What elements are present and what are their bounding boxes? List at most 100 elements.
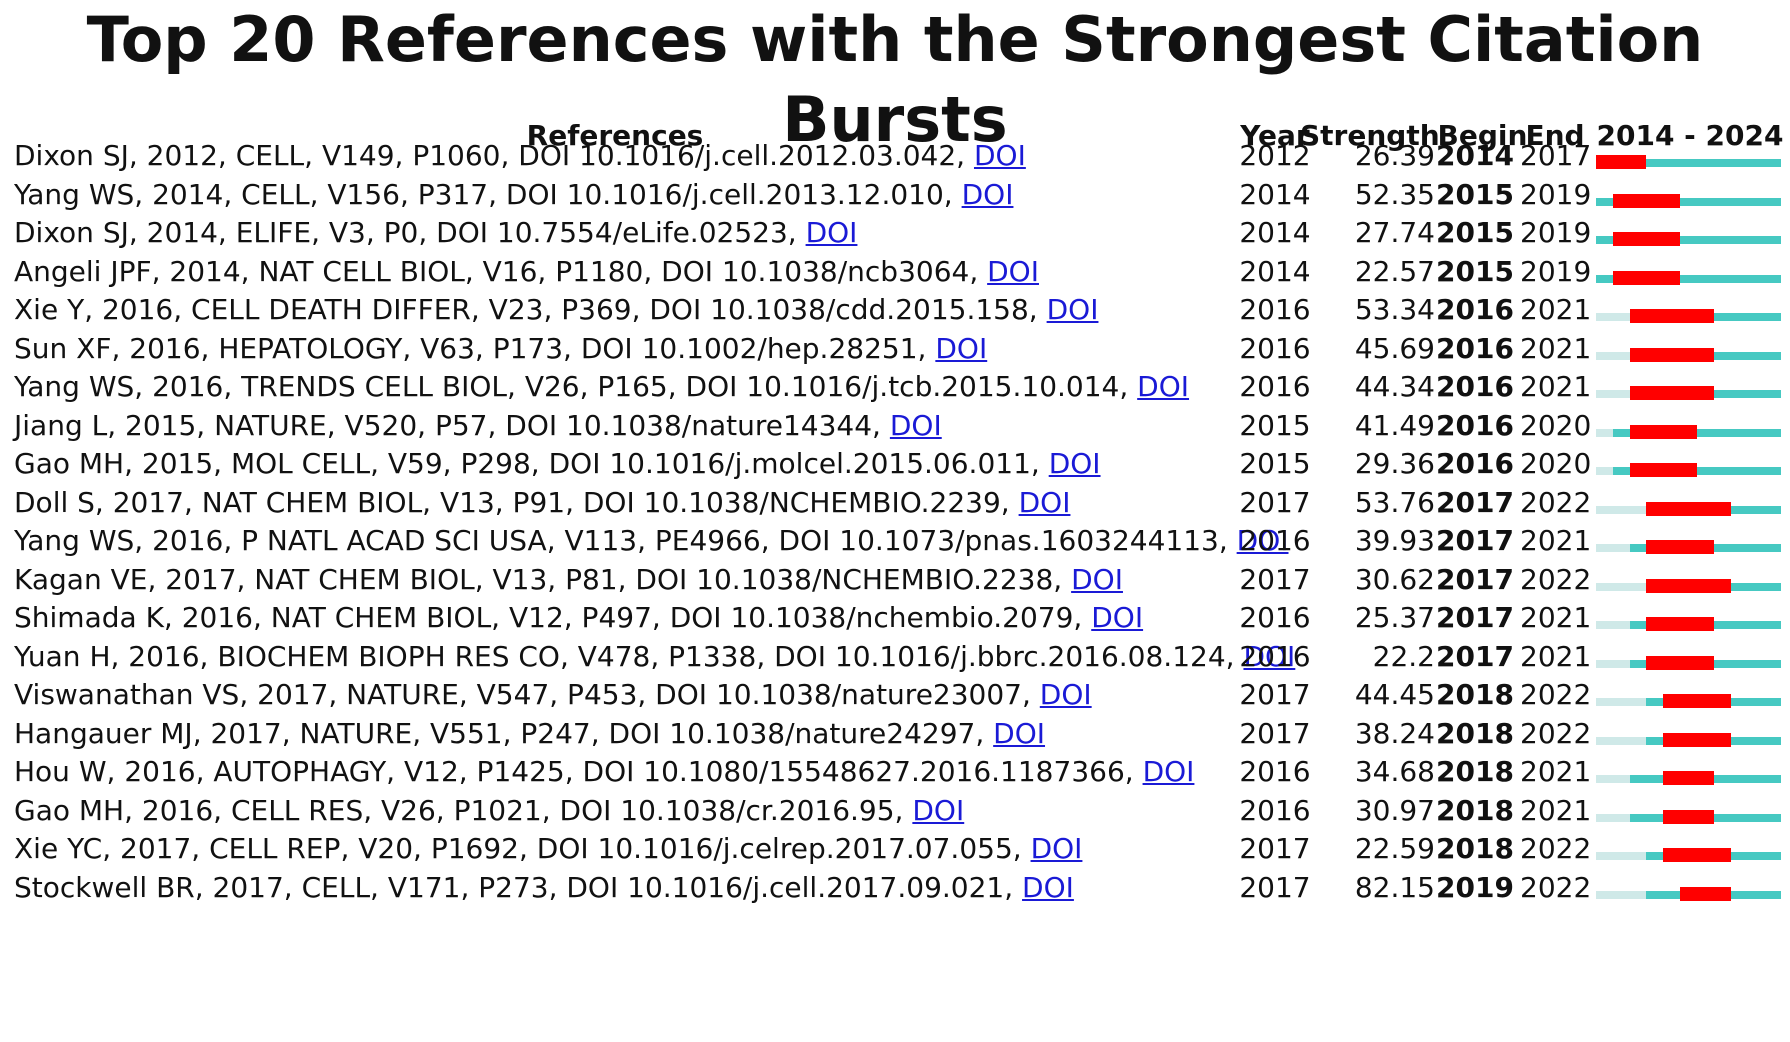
burst-segment — [1612, 232, 1681, 246]
pre-publication-segment — [1596, 313, 1630, 321]
doi-link[interactable]: DOI — [1048, 447, 1101, 480]
doi-link[interactable]: DOI — [1236, 524, 1289, 557]
pre-publication-segment — [1596, 775, 1630, 783]
burst-timeline — [1596, 770, 1781, 788]
doi-link[interactable]: DOI — [1142, 755, 1195, 788]
reference-citation: Jiang L, 2015, NATURE, V520, P57, DOI 10… — [14, 408, 890, 442]
end-cell: 2022 — [1520, 716, 1592, 750]
doi-link[interactable]: DOI — [1039, 678, 1092, 711]
reference-text: Yang WS, 2016, P NATL ACAD SCI USA, V113… — [14, 519, 1289, 563]
strength-cell: 41.49 — [1354, 408, 1435, 442]
strength-cell: 52.35 — [1354, 177, 1435, 211]
end-cell: 2022 — [1520, 870, 1592, 904]
table-row: Yang WS, 2016, TRENDS CELL BIOL, V26, P1… — [0, 365, 1790, 409]
doi-link[interactable]: DOI — [961, 177, 1014, 211]
year-cell: 2017 — [1239, 678, 1311, 711]
burst-segment — [1663, 694, 1731, 708]
reference-citation: Angeli JPF, 2014, NAT CELL BIOL, V16, P1… — [14, 254, 988, 288]
begin-cell: 2016 — [1436, 293, 1514, 326]
year-cell: 2016 — [1239, 370, 1311, 403]
doi-link[interactable]: DOI — [805, 216, 858, 249]
doi-link[interactable]: DOI — [987, 254, 1039, 288]
pre-publication-segment — [1596, 582, 1647, 591]
doi-link[interactable]: DOI — [889, 408, 942, 442]
end-cell: 2022 — [1520, 678, 1592, 711]
reference-text: Gao MH, 2015, MOL CELL, V59, P298, DOI 1… — [14, 442, 1101, 486]
chart-title: Top 20 References with the Strongest Cit… — [86, 3, 1704, 156]
year-cell: 2015 — [1239, 408, 1311, 442]
doi-link[interactable]: DOI — [1243, 639, 1296, 673]
strength-cell: 44.34 — [1354, 370, 1435, 403]
reference-citation: Dixon SJ, 2012, CELL, V149, P1060, DOI 1… — [14, 139, 974, 172]
reference-citation: Viswanathan VS, 2017, NATURE, V547, P453… — [14, 678, 1040, 711]
reference-citation: Xie Y, 2016, CELL DEATH DIFFER, V23, P36… — [14, 293, 1047, 326]
end-cell: 2022 — [1520, 562, 1592, 596]
burst-segment — [1629, 309, 1714, 323]
strength-cell: 30.97 — [1354, 793, 1435, 827]
table-row: Viswanathan VS, 2017, NATURE, V547, P453… — [0, 673, 1790, 717]
begin-cell: 2017 — [1436, 562, 1514, 596]
burst-timeline — [1596, 385, 1781, 403]
doi-link[interactable]: DOI — [935, 331, 988, 365]
doi-link[interactable]: DOI — [1030, 832, 1083, 865]
end-cell: 2021 — [1520, 793, 1592, 827]
end-cell: 2022 — [1520, 485, 1592, 519]
active-segment — [1612, 428, 1781, 437]
reference-text: Yang WS, 2014, CELL, V156, P317, DOI 10.… — [14, 173, 1013, 217]
burst-segment — [1646, 617, 1714, 631]
active-segment — [1596, 197, 1781, 206]
reference-text: Hou W, 2016, AUTOPHAGY, V12, P1425, DOI … — [14, 750, 1194, 794]
active-segment — [1612, 467, 1781, 475]
table-row: Sun XF, 2016, HEPATOLOGY, V63, P173, DOI… — [0, 327, 1790, 371]
burst-segment — [1629, 347, 1714, 362]
reference-citation: Kagan VE, 2017, NAT CHEM BIOL, V13, P81,… — [14, 562, 1072, 596]
strength-cell: 22.2 — [1372, 639, 1435, 673]
end-cell: 2019 — [1520, 254, 1592, 288]
active-segment — [1596, 236, 1781, 244]
year-cell: 2016 — [1239, 601, 1311, 634]
doi-link[interactable]: DOI — [1046, 293, 1099, 326]
end-cell: 2021 — [1520, 755, 1592, 788]
begin-cell: 2017 — [1436, 524, 1514, 557]
doi-link[interactable]: DOI — [1091, 601, 1144, 634]
year-cell: 2012 — [1239, 139, 1311, 172]
burst-segment — [1646, 655, 1714, 670]
begin-cell: 2016 — [1436, 370, 1514, 403]
reference-text: Yang WS, 2016, TRENDS CELL BIOL, V26, P1… — [14, 365, 1189, 409]
doi-link[interactable]: DOI — [912, 793, 965, 827]
year-cell: 2017 — [1239, 832, 1311, 865]
table-row: Shimada K, 2016, NAT CHEM BIOL, V12, P49… — [0, 596, 1790, 640]
end-cell: 2021 — [1520, 293, 1592, 326]
doi-link[interactable]: DOI — [993, 716, 1046, 750]
doi-link[interactable]: DOI — [1137, 370, 1190, 403]
reference-citation: Yuan H, 2016, BIOCHEM BIOPH RES CO, V478… — [14, 639, 1244, 673]
table-row: Hangauer MJ, 2017, NATURE, V551, P247, D… — [0, 712, 1790, 756]
burst-timeline — [1596, 424, 1781, 442]
strength-cell: 22.59 — [1354, 832, 1435, 865]
end-cell: 2019 — [1520, 177, 1592, 211]
year-cell: 2014 — [1239, 254, 1311, 288]
header-begin: Begin — [1437, 119, 1528, 152]
end-cell: 2021 — [1520, 524, 1592, 557]
doi-link[interactable]: DOI — [973, 139, 1026, 172]
burst-timeline — [1596, 809, 1781, 827]
year-cell: 2017 — [1239, 485, 1311, 519]
reference-text: Jiang L, 2015, NATURE, V520, P57, DOI 10… — [14, 404, 942, 448]
end-cell: 2021 — [1520, 331, 1592, 365]
reference-citation: Yang WS, 2016, P NATL ACAD SCI USA, V113… — [14, 524, 1237, 557]
burst-segment — [1663, 771, 1714, 785]
year-cell: 2016 — [1239, 793, 1311, 827]
reference-text: Angeli JPF, 2014, NAT CELL BIOL, V16, P1… — [14, 250, 1039, 294]
header-end: End — [1525, 119, 1585, 152]
reference-text: Hangauer MJ, 2017, NATURE, V551, P247, D… — [14, 712, 1045, 756]
year-cell: 2014 — [1239, 216, 1311, 249]
doi-link[interactable]: DOI — [1022, 870, 1074, 904]
reference-text: Xie YC, 2017, CELL REP, V20, P1692, DOI … — [14, 827, 1082, 871]
doi-link[interactable]: DOI — [1018, 485, 1071, 519]
table-row: Hou W, 2016, AUTOPHAGY, V12, P1425, DOI … — [0, 750, 1790, 794]
reference-citation: Hangauer MJ, 2017, NATURE, V551, P247, D… — [14, 716, 994, 750]
reference-citation: Shimada K, 2016, NAT CHEM BIOL, V12, P49… — [14, 601, 1092, 634]
begin-cell: 2016 — [1436, 447, 1514, 480]
doi-link[interactable]: DOI — [1071, 562, 1123, 596]
table-row: Xie YC, 2017, CELL REP, V20, P1692, DOI … — [0, 827, 1790, 871]
